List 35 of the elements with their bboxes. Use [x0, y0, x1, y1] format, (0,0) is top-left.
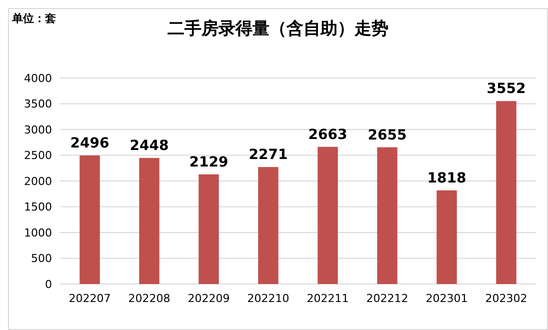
x-tick-label: 202208 — [128, 292, 170, 305]
y-tick-label: 3500 — [24, 98, 52, 111]
data-label: 3552 — [486, 81, 526, 98]
y-tick-label: 1500 — [24, 200, 52, 214]
data-label: 2448 — [130, 138, 169, 154]
bar — [377, 147, 398, 284]
y-tick-label: 1000 — [24, 226, 52, 240]
bar — [496, 101, 516, 284]
bar — [139, 158, 160, 284]
data-label: 2129 — [189, 154, 228, 170]
bar — [436, 190, 457, 284]
x-tick-label: 202207 — [68, 292, 111, 305]
bar — [80, 155, 100, 284]
data-label: 1818 — [427, 170, 466, 186]
bar — [198, 174, 219, 284]
data-label: 2663 — [308, 126, 348, 143]
x-tick-label: 202301 — [426, 292, 468, 305]
x-tick-label: 202209 — [188, 292, 230, 305]
bar — [318, 146, 338, 284]
data-label: 2496 — [70, 135, 110, 152]
x-tick-label: 202211 — [306, 292, 349, 305]
y-tick-label: 3000 — [24, 123, 52, 136]
x-tick-label: 202212 — [366, 292, 408, 305]
y-tick-label: 0 — [45, 278, 52, 291]
y-tick-label: 2000 — [24, 174, 52, 188]
y-tick-label: 2500 — [24, 149, 52, 162]
data-label: 2271 — [248, 147, 288, 164]
y-tick-label: 500 — [31, 252, 52, 266]
x-tick-label: 202302 — [485, 292, 528, 305]
x-tick-label: 202210 — [247, 292, 290, 305]
y-tick-label: 4000 — [24, 72, 52, 85]
data-label: 2655 — [368, 127, 407, 144]
text: 单位：套 — [11, 12, 56, 25]
chart-title: 二手房录得量（含自助）走势 — [168, 19, 388, 39]
bar — [258, 167, 278, 284]
